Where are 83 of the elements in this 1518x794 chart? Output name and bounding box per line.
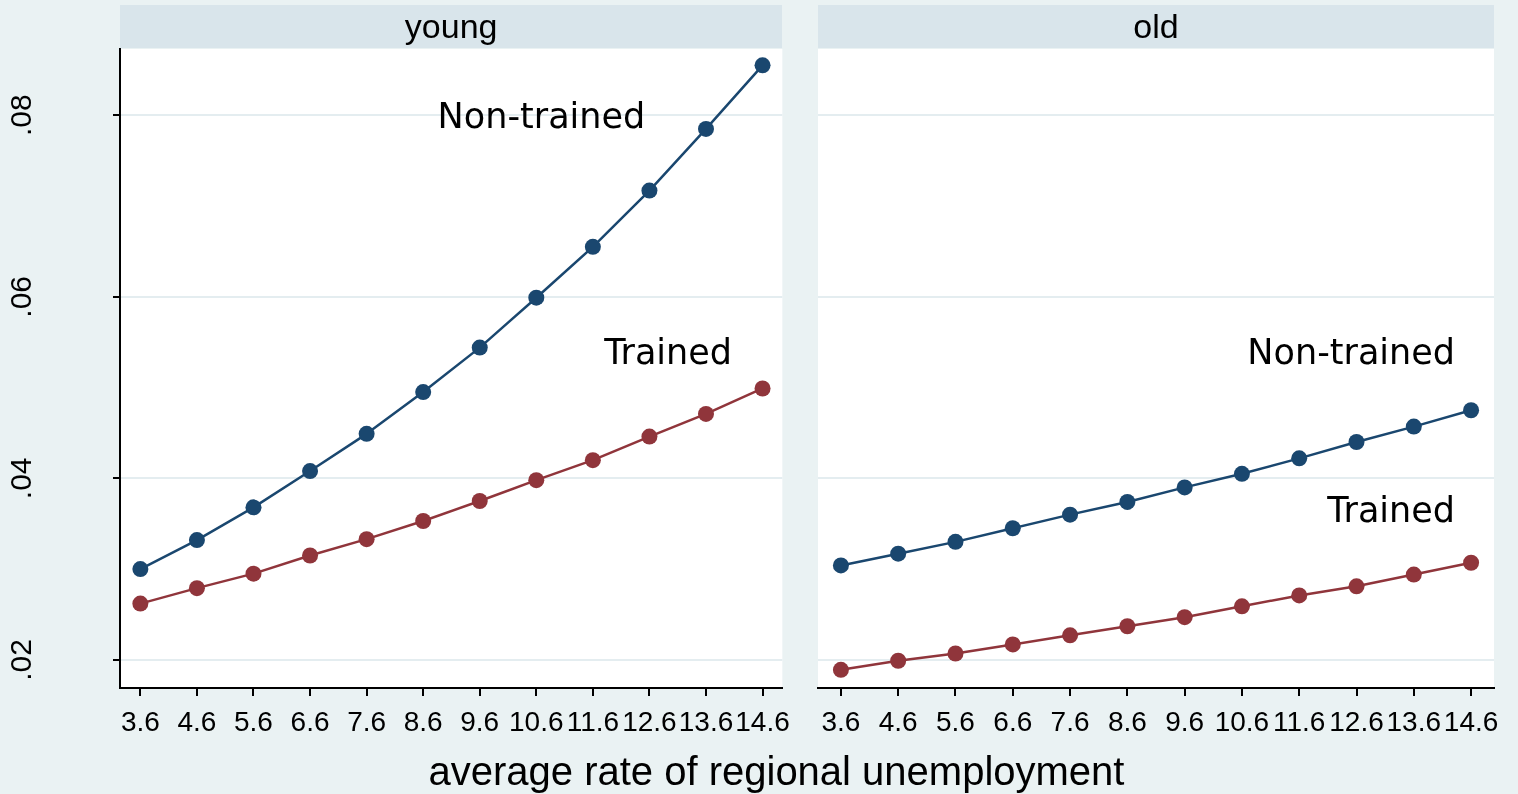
x-tick-label: 5.6 <box>936 705 975 737</box>
point <box>754 380 771 397</box>
x-tick-label: 7.6 <box>347 705 387 737</box>
point <box>697 120 714 137</box>
point <box>1176 479 1193 496</box>
x-tick-label: 12.6 <box>1329 705 1384 737</box>
point <box>302 547 319 564</box>
point <box>471 493 488 510</box>
point <box>245 565 262 582</box>
point <box>1062 627 1079 644</box>
point <box>471 339 488 356</box>
point <box>245 499 262 516</box>
point <box>754 57 771 74</box>
point <box>188 532 205 549</box>
series-label: Non-trained <box>1247 331 1455 372</box>
x-tick-label: 13.6 <box>1386 705 1442 737</box>
point <box>415 512 432 529</box>
x-tick-label: 10.6 <box>509 705 564 737</box>
point <box>641 182 658 199</box>
x-tick-label: 7.6 <box>1050 705 1090 737</box>
x-tick-label: 4.6 <box>177 705 217 737</box>
x-tick-label: 6.6 <box>290 705 330 737</box>
point <box>1004 636 1021 653</box>
y-tick-label: .08 <box>4 94 38 137</box>
x-tick-label: 11.6 <box>566 705 620 737</box>
point <box>188 580 205 597</box>
point <box>1405 418 1422 435</box>
point <box>1291 587 1308 604</box>
point <box>358 531 375 548</box>
x-tick-label: 10.6 <box>1214 705 1270 737</box>
point <box>890 652 907 669</box>
series-label: Trained <box>1326 490 1455 531</box>
point <box>528 289 545 306</box>
x-tick-label: 14.6 <box>735 705 790 737</box>
point <box>697 405 714 422</box>
series-label: Non-trained <box>437 96 646 137</box>
x-tick-label: 4.6 <box>878 705 918 737</box>
x-tick-label: 3.6 <box>120 705 160 737</box>
point <box>832 661 849 678</box>
x-tick-label: 11.6 <box>1273 705 1326 737</box>
point <box>132 561 149 578</box>
point <box>1233 598 1250 615</box>
point <box>1176 609 1193 626</box>
y-tick-label: .06 <box>4 275 38 318</box>
x-tick-label: 12.6 <box>622 705 677 737</box>
point <box>358 425 375 442</box>
point <box>302 463 319 480</box>
x-tick-label: 8.6 <box>403 705 443 737</box>
x-tick-label: 6.6 <box>993 705 1033 737</box>
point <box>1291 450 1308 467</box>
point <box>584 238 601 255</box>
x-tick-label: 8.6 <box>1107 705 1147 737</box>
x-tick-label: 5.6 <box>234 705 273 737</box>
point <box>947 533 964 550</box>
point <box>890 545 907 562</box>
point <box>132 595 149 612</box>
point <box>1004 520 1021 537</box>
point <box>1119 618 1136 635</box>
y-tick-label: .02 <box>4 639 38 681</box>
point <box>584 452 601 469</box>
x-tick-label: 14.6 <box>1443 705 1499 737</box>
chart-title: old <box>818 5 1494 48</box>
chart-title: young <box>120 5 783 48</box>
point <box>1119 493 1136 510</box>
x-tick-label: 9.6 <box>1165 705 1205 737</box>
x-axis-title: average rate of regional unemployment <box>427 748 1126 794</box>
point <box>528 472 545 489</box>
x-tick-label: 13.6 <box>678 705 734 737</box>
point <box>1348 434 1365 451</box>
point <box>1463 402 1480 419</box>
x-tick-label: 3.6 <box>821 705 861 737</box>
y-tick-label: .04 <box>4 457 38 500</box>
point <box>1233 465 1250 482</box>
point <box>641 428 658 445</box>
point <box>1463 554 1480 571</box>
point <box>1062 506 1079 523</box>
point <box>1348 578 1365 595</box>
point <box>1405 566 1422 583</box>
point <box>832 557 849 574</box>
series-label: Trained <box>603 331 732 372</box>
x-tick-label: 9.6 <box>460 705 500 737</box>
point <box>415 384 432 401</box>
point <box>947 645 964 662</box>
